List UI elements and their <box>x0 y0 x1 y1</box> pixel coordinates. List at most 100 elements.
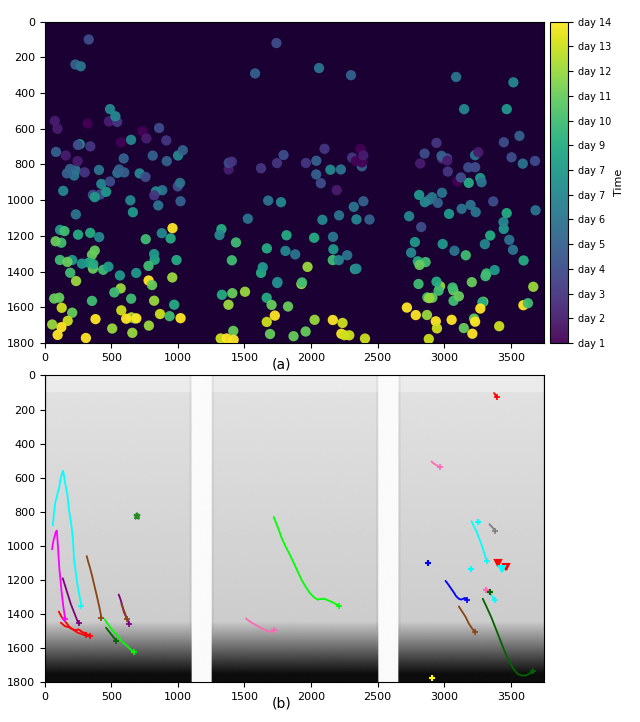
Point <box>140 171 150 183</box>
Point <box>88 258 99 270</box>
Point <box>256 162 266 174</box>
Point <box>147 279 157 291</box>
Point <box>297 277 307 288</box>
Point <box>350 264 360 275</box>
Point <box>61 149 71 161</box>
Point <box>413 256 423 267</box>
Point <box>422 292 433 303</box>
Point <box>475 303 485 314</box>
Point <box>435 280 445 292</box>
Point <box>73 139 83 151</box>
Point <box>228 334 239 346</box>
Point <box>351 263 362 274</box>
Point <box>84 257 94 269</box>
Point <box>71 209 81 220</box>
Point <box>49 292 60 304</box>
Point <box>442 155 452 166</box>
Point <box>141 233 151 245</box>
Point <box>88 263 98 274</box>
Point <box>282 230 292 241</box>
Point <box>499 223 509 235</box>
Point <box>531 204 541 216</box>
Point <box>463 162 474 173</box>
Point <box>272 277 282 289</box>
Point <box>63 315 73 326</box>
Point <box>470 162 480 173</box>
Point <box>523 297 533 309</box>
Point <box>90 313 100 325</box>
Point <box>104 116 114 127</box>
Point <box>499 217 509 228</box>
Point <box>84 34 94 45</box>
Point <box>283 301 293 313</box>
Point <box>125 194 136 206</box>
Point <box>240 286 250 297</box>
Point <box>443 166 453 178</box>
Point <box>223 299 234 310</box>
Point <box>118 152 129 164</box>
Point <box>478 296 488 308</box>
Point <box>451 71 461 83</box>
Point <box>178 144 188 156</box>
Point <box>52 329 63 341</box>
Point <box>157 184 168 196</box>
Point <box>151 186 161 197</box>
Point <box>115 269 125 281</box>
Point <box>488 196 499 207</box>
Point <box>358 149 369 161</box>
Point <box>431 137 442 149</box>
Point <box>262 316 272 328</box>
Point <box>256 267 266 279</box>
Point <box>402 302 412 313</box>
Point <box>433 285 444 297</box>
Point <box>58 185 68 196</box>
Point <box>77 258 87 269</box>
Point <box>88 189 98 201</box>
Point <box>518 255 529 266</box>
Point <box>175 313 186 324</box>
Point <box>155 308 165 320</box>
Point <box>110 110 120 122</box>
Point <box>96 178 106 190</box>
Point <box>87 249 97 261</box>
Point <box>138 126 148 137</box>
Point <box>54 292 64 303</box>
Point <box>428 292 438 303</box>
Point <box>98 264 108 276</box>
Point <box>223 164 234 175</box>
Text: (b): (b) <box>272 697 291 711</box>
Point <box>410 236 420 248</box>
Point <box>470 149 480 161</box>
Point <box>71 275 81 287</box>
Point <box>470 206 481 218</box>
Point <box>81 332 91 344</box>
Point <box>414 189 424 201</box>
Point <box>459 103 469 115</box>
Point <box>481 270 491 282</box>
Point <box>227 255 237 266</box>
Point <box>449 245 460 256</box>
Point <box>223 157 234 169</box>
Point <box>328 243 339 255</box>
Point <box>144 320 154 331</box>
Point <box>452 175 462 187</box>
Point <box>70 58 81 70</box>
Point <box>475 173 485 184</box>
Point <box>62 256 72 268</box>
Point <box>116 136 126 148</box>
Point <box>112 167 122 178</box>
Point <box>161 135 172 147</box>
Point <box>289 331 299 342</box>
Point <box>411 309 421 321</box>
Point <box>166 232 176 244</box>
Point <box>65 267 76 279</box>
Point <box>214 230 225 241</box>
Point <box>432 323 442 334</box>
Point <box>85 141 95 152</box>
Point <box>351 155 361 167</box>
Point <box>52 123 63 134</box>
Point <box>87 295 97 307</box>
Point <box>355 143 365 155</box>
Point <box>116 282 126 294</box>
Point <box>112 116 122 128</box>
